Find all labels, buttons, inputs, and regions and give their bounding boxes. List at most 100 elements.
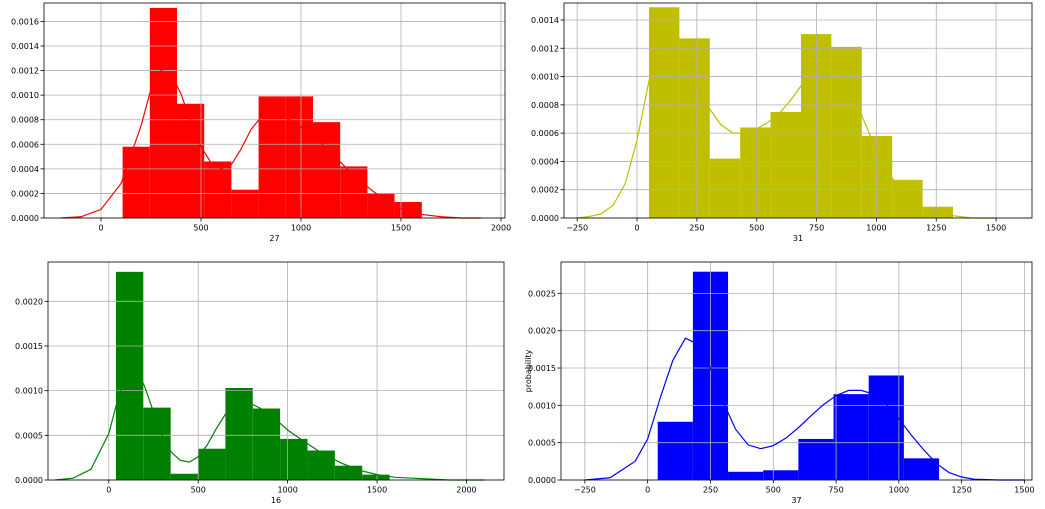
x-axis-label: 31 [793, 234, 803, 243]
y-tick-label: 0.0012 [531, 44, 559, 53]
histogram-bar [657, 421, 693, 480]
y-tick-label: 0.0012 [11, 67, 39, 76]
y-tick-label: 0.0020 [528, 327, 556, 336]
x-tick-label: 1000 [866, 224, 886, 233]
histogram-bar [122, 146, 150, 218]
x-tick-label: 250 [689, 224, 704, 233]
y-tick-label: 0.0002 [11, 189, 39, 198]
histogram-bar [763, 470, 799, 480]
histogram-bar [340, 166, 368, 218]
x-axis-label: 27 [269, 234, 279, 243]
histogram-bar [285, 96, 313, 218]
x-tick-label: 500 [191, 486, 206, 495]
x-tick-label: 750 [809, 224, 824, 233]
histogram-bar [225, 387, 253, 480]
histogram-bar [231, 189, 259, 218]
y-tick-label: 0.0000 [11, 214, 39, 223]
y-tick-label: 0.0010 [11, 91, 39, 100]
histogram-bar [394, 202, 422, 218]
histogram-bar [861, 135, 893, 218]
y-tick-label: 0.0025 [528, 289, 556, 298]
chart-panel-4: −250 0 250 500 750 1000 1250 1500 0.0000 0.0005 0.… [524, 261, 1035, 505]
histogram-bar [252, 408, 281, 480]
x-tick-label: 1500 [391, 224, 411, 233]
y-tick-label: 0.0010 [531, 73, 559, 82]
x-tick-label: 750 [828, 486, 843, 495]
y-tick-label: 0.0005 [15, 431, 43, 440]
histogram-bar [204, 161, 232, 218]
kde-curve [577, 27, 997, 219]
histogram-bar [728, 471, 764, 480]
histogram-bar [740, 127, 771, 218]
x-tick-label: 2000 [491, 224, 511, 233]
histogram-bar [770, 111, 801, 218]
x-tick-label: 500 [766, 486, 781, 495]
x-tick-label: 1000 [291, 224, 311, 233]
chart-panel-3: 0 500 1000 1500 2000 0.0000 0.0005 0.0010 0.0015… [15, 261, 505, 505]
x-tick-label: 1500 [1014, 486, 1034, 495]
y-tick-label: 0.0016 [11, 17, 39, 26]
x-tick-label: 1000 [889, 486, 909, 495]
x-tick-label: 1500 [986, 224, 1006, 233]
x-tick-label: 0 [645, 486, 650, 495]
histogram-bar [679, 38, 710, 218]
histogram-bar [648, 7, 680, 218]
x-tick-label: −250 [566, 224, 588, 233]
x-axis-label: 37 [791, 496, 801, 505]
histogram-bar [903, 458, 940, 480]
y-tick-label: 0.0015 [15, 342, 43, 351]
x-tick-label: 250 [703, 486, 718, 495]
y-tick-label: 0.0010 [15, 387, 43, 396]
y-tick-label: 0.0005 [528, 439, 556, 448]
histogram-bar [280, 438, 308, 480]
x-tick-label: 1250 [951, 486, 971, 495]
x-tick-label: 1500 [367, 486, 387, 495]
x-tick-label: 1250 [926, 224, 946, 233]
y-tick-label: 0.0004 [531, 157, 559, 166]
histogram-bar [258, 96, 286, 218]
y-tick-label: 0.0006 [11, 140, 39, 149]
histogram-bar [198, 448, 226, 480]
x-tick-label: −250 [574, 486, 596, 495]
kde-curve [584, 337, 1025, 481]
chart-panel-2: −250 0 250 500 750 1000 1250 1500 0.0000 0.0002 0.… [531, 2, 1033, 243]
histogram-bar [709, 158, 741, 218]
x-tick-label: 500 [749, 224, 764, 233]
x-tick-label: 0 [634, 224, 639, 233]
y-tick-label: 0.0004 [11, 165, 39, 174]
histogram-bar [177, 103, 205, 218]
axes-frame [47, 261, 505, 481]
x-tick-label: 1000 [277, 486, 297, 495]
x-axis-label: 16 [271, 496, 281, 505]
y-tick-label: 0.0006 [531, 129, 559, 138]
histogram-bar [170, 473, 199, 480]
y-tick-label: 0.0015 [528, 364, 556, 373]
y-tick-label: 0.0014 [11, 42, 39, 51]
histogram-bar [313, 122, 341, 218]
axes-frame [43, 2, 506, 219]
kde-curve [55, 367, 485, 481]
y-tick-label: 0.0002 [531, 186, 559, 195]
y-tick-label: 0.0020 [15, 297, 43, 306]
x-tick-label: 500 [193, 224, 208, 233]
histogram-bar [798, 438, 834, 480]
y-axis-label: probability [524, 349, 533, 392]
y-tick-label: 0.0008 [531, 101, 559, 110]
y-tick-label: 0.0008 [11, 116, 39, 125]
histogram-bar [149, 7, 177, 218]
histogram-bar [868, 375, 904, 480]
y-tick-label: 0.0010 [528, 401, 556, 410]
axes-frame [560, 261, 1033, 481]
y-tick-label: 0.0000 [528, 476, 556, 485]
x-tick-label: 0 [98, 224, 103, 233]
histogram-bar [831, 46, 862, 218]
y-tick-label: 0.0000 [15, 476, 43, 485]
y-tick-label: 0.0014 [531, 16, 559, 25]
histogram-bar [833, 394, 869, 480]
kde-curve [60, 69, 481, 219]
axes-frame [563, 2, 1033, 219]
histogram-bar [362, 474, 390, 480]
x-tick-label: 2000 [456, 486, 476, 495]
chart-panel-1: 0 500 1000 1500 2000 0.0000 0.0002 0.0004 0.0006… [11, 2, 511, 243]
